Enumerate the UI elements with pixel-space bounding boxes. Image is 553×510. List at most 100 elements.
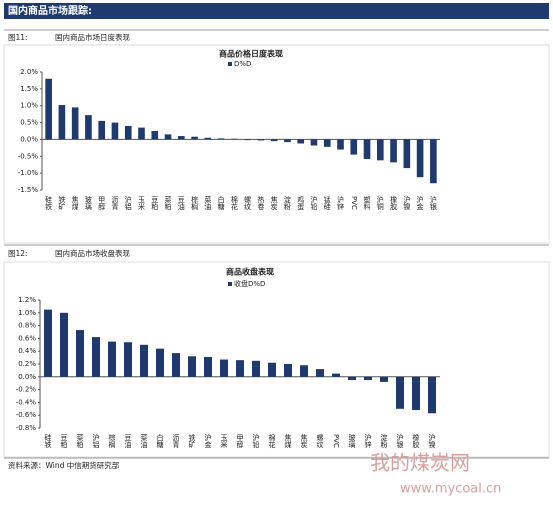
bar bbox=[428, 376, 436, 414]
y-tick-label: -0.5% bbox=[18, 152, 39, 160]
y-tick-label: 0.8% bbox=[18, 322, 36, 330]
legend-label: 收盘D%D bbox=[234, 279, 265, 288]
x-tick-label: 沪金 bbox=[416, 195, 424, 210]
x-tick-label: 玻璃 bbox=[84, 195, 92, 211]
watermark: 我的煤炭网 bbox=[370, 451, 470, 475]
y-tick-label: 1.2% bbox=[18, 296, 36, 304]
y-tick-label: 0.0% bbox=[20, 135, 38, 143]
y-tick-label: 0.4% bbox=[18, 347, 36, 355]
x-tick-label: 铁矿 bbox=[188, 433, 196, 449]
chart-title: 商品收盘表现 bbox=[226, 267, 274, 277]
x-tick-label: 淀粉 bbox=[283, 195, 291, 211]
bar bbox=[98, 120, 106, 140]
y-tick-label: 0.6% bbox=[18, 334, 36, 342]
x-tick-label: 沪铝 bbox=[92, 433, 100, 449]
x-tick-label: PVC bbox=[350, 196, 358, 210]
y-tick-label: -1.5% bbox=[18, 186, 39, 194]
y-tick-label: 0.0% bbox=[18, 373, 36, 381]
x-tick-label: 铁矿 bbox=[58, 195, 66, 211]
x-tick-label: 沪镍 bbox=[428, 433, 436, 449]
x-tick-label: 豆油 bbox=[124, 434, 132, 449]
x-tick-label: 菜粕 bbox=[164, 195, 172, 211]
bar bbox=[60, 312, 68, 377]
bar bbox=[164, 134, 172, 140]
x-tick-label: 菜油 bbox=[140, 433, 148, 449]
x-tick-label: 螺纹 bbox=[244, 195, 252, 211]
bar bbox=[257, 139, 265, 141]
source-note: 资料来源：Wind 中信期货研究部 bbox=[8, 460, 120, 470]
x-tick-label: 玻璃 bbox=[348, 433, 356, 449]
chart-frame bbox=[3, 261, 550, 458]
bar bbox=[236, 360, 244, 377]
x-tick-label: 沪银 bbox=[429, 195, 437, 211]
bar bbox=[364, 376, 372, 380]
x-tick-label: 橡胶 bbox=[390, 195, 398, 211]
bar bbox=[140, 344, 148, 377]
x-tick-label: 菜油 bbox=[204, 195, 212, 211]
bar bbox=[396, 376, 404, 409]
bar bbox=[177, 136, 185, 140]
x-tick-label: 锰硅 bbox=[323, 195, 331, 210]
header-title: 国内商品市场跟踪: bbox=[8, 4, 92, 17]
x-tick-label: 甲醇 bbox=[236, 434, 244, 449]
bar bbox=[156, 348, 164, 377]
bar bbox=[284, 364, 292, 377]
figure-caption: 国内商品市场日度表现 bbox=[55, 32, 130, 42]
x-tick-label: 玉米 bbox=[220, 434, 228, 449]
y-tick-label: 0.5% bbox=[20, 119, 38, 127]
x-tick-label: 沪铜 bbox=[376, 195, 384, 211]
x-tick-label: 热卷 bbox=[257, 195, 265, 210]
figure-label: 图11: bbox=[8, 33, 28, 42]
x-tick-label: 沪镍 bbox=[403, 195, 411, 211]
bar bbox=[124, 342, 132, 377]
y-tick-label: 1.5% bbox=[20, 85, 38, 93]
bar bbox=[323, 139, 331, 147]
x-tick-label: 豆油 bbox=[177, 196, 185, 211]
bar bbox=[76, 330, 84, 377]
legend-swatch bbox=[228, 282, 232, 286]
bar bbox=[270, 139, 278, 142]
x-tick-label: 沪金 bbox=[204, 433, 212, 448]
legend-label: D%D bbox=[234, 60, 251, 68]
bar bbox=[416, 139, 424, 178]
x-tick-label: 沪铅 bbox=[252, 433, 260, 449]
bar bbox=[348, 376, 356, 380]
bar bbox=[92, 337, 100, 377]
x-tick-label: 沪铅 bbox=[310, 195, 318, 211]
bar bbox=[380, 376, 388, 382]
bar bbox=[430, 139, 437, 184]
x-tick-label: 棕榈 bbox=[108, 433, 116, 449]
bar bbox=[244, 139, 251, 141]
bar bbox=[44, 309, 52, 377]
y-tick-label: 1.0% bbox=[18, 309, 36, 317]
x-tick-label: 塑料 bbox=[363, 195, 371, 211]
bar bbox=[316, 369, 324, 377]
x-tick-label: 焦炭 bbox=[300, 433, 308, 449]
bar bbox=[284, 139, 291, 143]
x-tick-label: 白糖 bbox=[156, 433, 164, 449]
x-tick-label: 淀粉 bbox=[380, 433, 388, 449]
x-tick-label: 菜粕 bbox=[76, 433, 84, 449]
y-tick-label: 2.0% bbox=[20, 68, 38, 76]
x-tick-label: 焦煤 bbox=[71, 195, 79, 211]
figure-caption: 国内商品市场收盘表现 bbox=[55, 248, 130, 258]
bar bbox=[45, 78, 52, 140]
bar bbox=[85, 115, 92, 140]
chart-title: 商品价格日度表现 bbox=[219, 49, 283, 59]
bar bbox=[310, 139, 318, 146]
x-tick-label: 甲醇 bbox=[98, 196, 106, 211]
bar bbox=[297, 139, 305, 144]
bar bbox=[111, 122, 119, 140]
bar bbox=[71, 107, 79, 140]
bar bbox=[172, 353, 180, 377]
watermark-url: www.mycoal.cn bbox=[400, 482, 501, 497]
bar bbox=[350, 139, 358, 155]
bar bbox=[191, 136, 198, 140]
bar bbox=[138, 127, 145, 140]
x-tick-label: 棕榈 bbox=[191, 195, 199, 211]
legend-swatch bbox=[228, 62, 232, 66]
y-tick-label: -0.8% bbox=[16, 424, 37, 432]
bar bbox=[376, 139, 384, 161]
